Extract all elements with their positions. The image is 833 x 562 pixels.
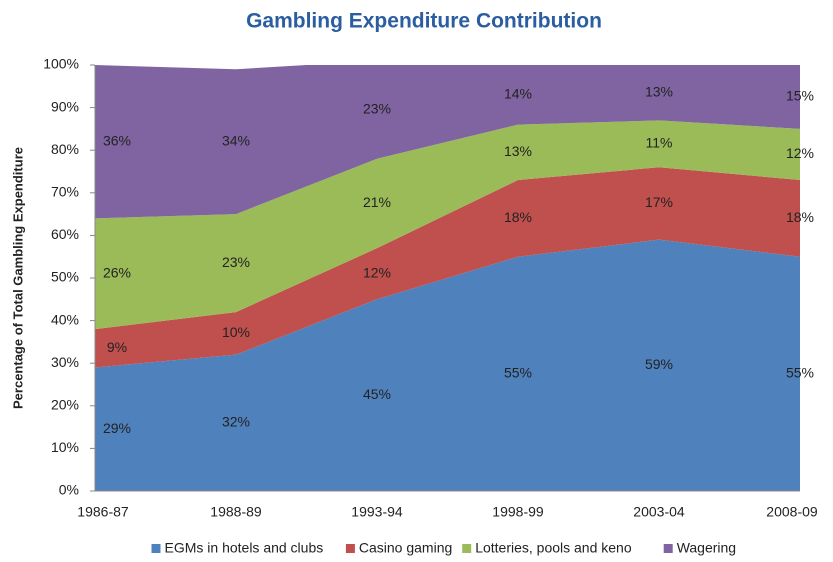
y-tick-label: 0% bbox=[59, 482, 79, 498]
y-tick-label: 30% bbox=[51, 354, 79, 370]
y-tick-label: 10% bbox=[51, 439, 79, 455]
y-tick-label: 20% bbox=[51, 397, 79, 413]
data-label: 45% bbox=[363, 386, 391, 402]
data-label: 12% bbox=[363, 264, 391, 280]
data-label: 12% bbox=[786, 145, 814, 161]
area bbox=[95, 120, 800, 330]
data-label: 18% bbox=[786, 209, 814, 225]
legend-swatch bbox=[462, 544, 472, 553]
data-label: 34% bbox=[222, 132, 250, 148]
legend-swatch bbox=[345, 544, 355, 553]
data-label: 13% bbox=[645, 83, 673, 99]
data-label: 17% bbox=[645, 194, 673, 210]
x-tick-label: 2008-09 bbox=[766, 504, 818, 520]
y-tick-label: 100% bbox=[43, 56, 79, 72]
data-label: 26% bbox=[103, 264, 131, 280]
data-label: 9% bbox=[107, 339, 127, 355]
area bbox=[95, 239, 800, 491]
data-label: 55% bbox=[504, 365, 532, 381]
legend-label: Lotteries, pools and keno bbox=[475, 540, 632, 556]
data-label: 29% bbox=[103, 420, 131, 436]
data-label: 14% bbox=[504, 86, 532, 102]
area bbox=[95, 167, 800, 368]
y-tick-label: 40% bbox=[51, 311, 79, 327]
data-label: 32% bbox=[222, 414, 250, 430]
area bbox=[95, 65, 800, 219]
data-label: 55% bbox=[786, 365, 814, 381]
x-tick-label: 1998-99 bbox=[492, 504, 544, 520]
data-label: 15% bbox=[786, 88, 814, 104]
x-tick-label: 1988-89 bbox=[210, 504, 262, 520]
data-label: 23% bbox=[222, 254, 250, 270]
y-axis-label: Percentage of Total Gambling Expenditure bbox=[10, 147, 25, 409]
plot-area bbox=[95, 65, 800, 491]
legend-label: Casino gaming bbox=[359, 540, 452, 556]
data-label: 23% bbox=[363, 100, 391, 116]
x-tick-label: 1986-87 bbox=[77, 504, 129, 520]
data-label: 10% bbox=[222, 324, 250, 340]
y-tick-label: 80% bbox=[51, 141, 79, 157]
data-label: 13% bbox=[504, 143, 532, 159]
chart-title: Gambling Expenditure Contribution bbox=[246, 10, 602, 33]
y-tick-label: 70% bbox=[51, 184, 79, 200]
legend-swatch bbox=[151, 544, 161, 553]
legend-swatch bbox=[663, 544, 673, 553]
y-tick-label: 50% bbox=[51, 269, 79, 285]
data-label: 21% bbox=[363, 194, 391, 210]
y-tick-label: 90% bbox=[51, 98, 79, 114]
data-label: 11% bbox=[646, 135, 673, 151]
x-tick-label: 2003-04 bbox=[633, 504, 685, 520]
data-label: 18% bbox=[504, 209, 532, 225]
legend-label: EGMs in hotels and clubs bbox=[165, 540, 324, 556]
legend-label: Wagering bbox=[677, 540, 736, 556]
data-label: 36% bbox=[103, 132, 131, 148]
data-label: 59% bbox=[645, 356, 673, 372]
x-tick-label: 1993-94 bbox=[351, 504, 403, 520]
y-tick-label: 60% bbox=[51, 226, 79, 242]
